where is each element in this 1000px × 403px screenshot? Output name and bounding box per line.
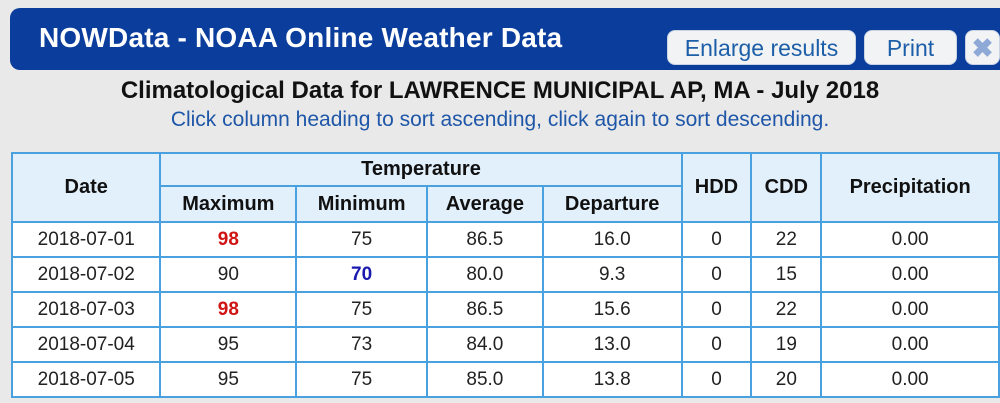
min-temp-cell: 73 (295, 326, 428, 363)
departure-cell: 13.0 (541, 326, 683, 363)
cdd-cell: 22 (750, 291, 823, 328)
max-temp-cell: 95 (159, 361, 298, 398)
sort-instructions: Click column heading to sort ascending, … (170, 108, 830, 131)
avg-temp-cell: 85.0 (425, 361, 544, 398)
max-temp-cell: 95 (159, 326, 298, 363)
date-cell: 2018-07-02 (10, 256, 162, 293)
avg-temp-cell: 86.5 (425, 291, 544, 328)
window-header: NOWData - NOAA Online Weather Data Enlar… (10, 8, 1000, 70)
close-button[interactable]: ✖ (965, 30, 1000, 65)
departure-cell: 16.0 (541, 221, 683, 258)
table-row: 2018-07-03 98 75 86.5 15.6 0 22 0.00 (10, 291, 1000, 328)
max-temp-cell: 98 (159, 221, 298, 258)
table-row: 2018-07-05 95 75 85.0 13.8 0 20 0.00 (10, 361, 1000, 398)
column-header-departure[interactable]: Departure (541, 185, 683, 223)
cdd-cell: 20 (750, 361, 823, 398)
precipitation-cell: 0.00 (820, 221, 1000, 258)
precipitation-cell: 0.00 (820, 361, 1000, 398)
max-temp-cell: 98 (159, 291, 298, 328)
table-row: 2018-07-04 95 73 84.0 13.0 0 19 0.00 (10, 326, 1000, 363)
min-temp-cell: 75 (295, 291, 428, 328)
column-header-minimum[interactable]: Minimum (295, 185, 428, 223)
precipitation-cell: 0.00 (820, 326, 1000, 363)
date-cell: 2018-07-04 (10, 326, 162, 363)
min-temp-cell: 75 (295, 361, 428, 398)
date-cell: 2018-07-05 (10, 361, 162, 398)
column-header-date[interactable]: Date (10, 152, 162, 223)
column-header-cdd[interactable]: CDD (750, 152, 823, 223)
min-temp-cell: 70 (295, 256, 428, 293)
hdd-cell: 0 (680, 256, 753, 293)
max-temp-cell: 90 (159, 256, 298, 293)
hdd-cell: 0 (680, 291, 753, 328)
precipitation-cell: 0.00 (820, 291, 1000, 328)
climate-data-table: Date Temperature HDD CDD Precipitation M… (10, 152, 1000, 398)
hdd-cell: 0 (680, 361, 753, 398)
close-icon: ✖ (971, 33, 994, 63)
min-temp-cell: 75 (295, 221, 428, 258)
avg-temp-cell: 84.0 (425, 326, 544, 363)
column-header-maximum[interactable]: Maximum (159, 185, 298, 223)
column-header-average[interactable]: Average (425, 185, 544, 223)
hdd-cell: 0 (680, 221, 753, 258)
column-header-precipitation[interactable]: Precipitation (820, 152, 1000, 223)
departure-cell: 13.8 (541, 361, 683, 398)
departure-cell: 15.6 (541, 291, 683, 328)
column-header-hdd[interactable]: HDD (680, 152, 753, 223)
hdd-cell: 0 (680, 326, 753, 363)
precipitation-cell: 0.00 (820, 256, 1000, 293)
departure-cell: 9.3 (541, 256, 683, 293)
date-cell: 2018-07-01 (10, 221, 162, 258)
table-row: 2018-07-01 98 75 86.5 16.0 0 22 0.00 (10, 221, 1000, 258)
avg-temp-cell: 86.5 (425, 221, 544, 258)
cdd-cell: 22 (750, 221, 823, 258)
cdd-cell: 19 (750, 326, 823, 363)
print-button[interactable]: Print (864, 30, 957, 65)
column-group-temperature: Temperature (159, 152, 683, 187)
table-row: 2018-07-02 90 70 80.0 9.3 0 15 0.00 (10, 256, 1000, 293)
window-title: NOWData - NOAA Online Weather Data (39, 22, 563, 53)
date-cell: 2018-07-03 (10, 291, 162, 328)
cdd-cell: 15 (750, 256, 823, 293)
report-title: Climatological Data for LAWRENCE MUNICIP… (120, 77, 880, 104)
enlarge-results-button[interactable]: Enlarge results (667, 30, 856, 65)
avg-temp-cell: 80.0 (425, 256, 544, 293)
